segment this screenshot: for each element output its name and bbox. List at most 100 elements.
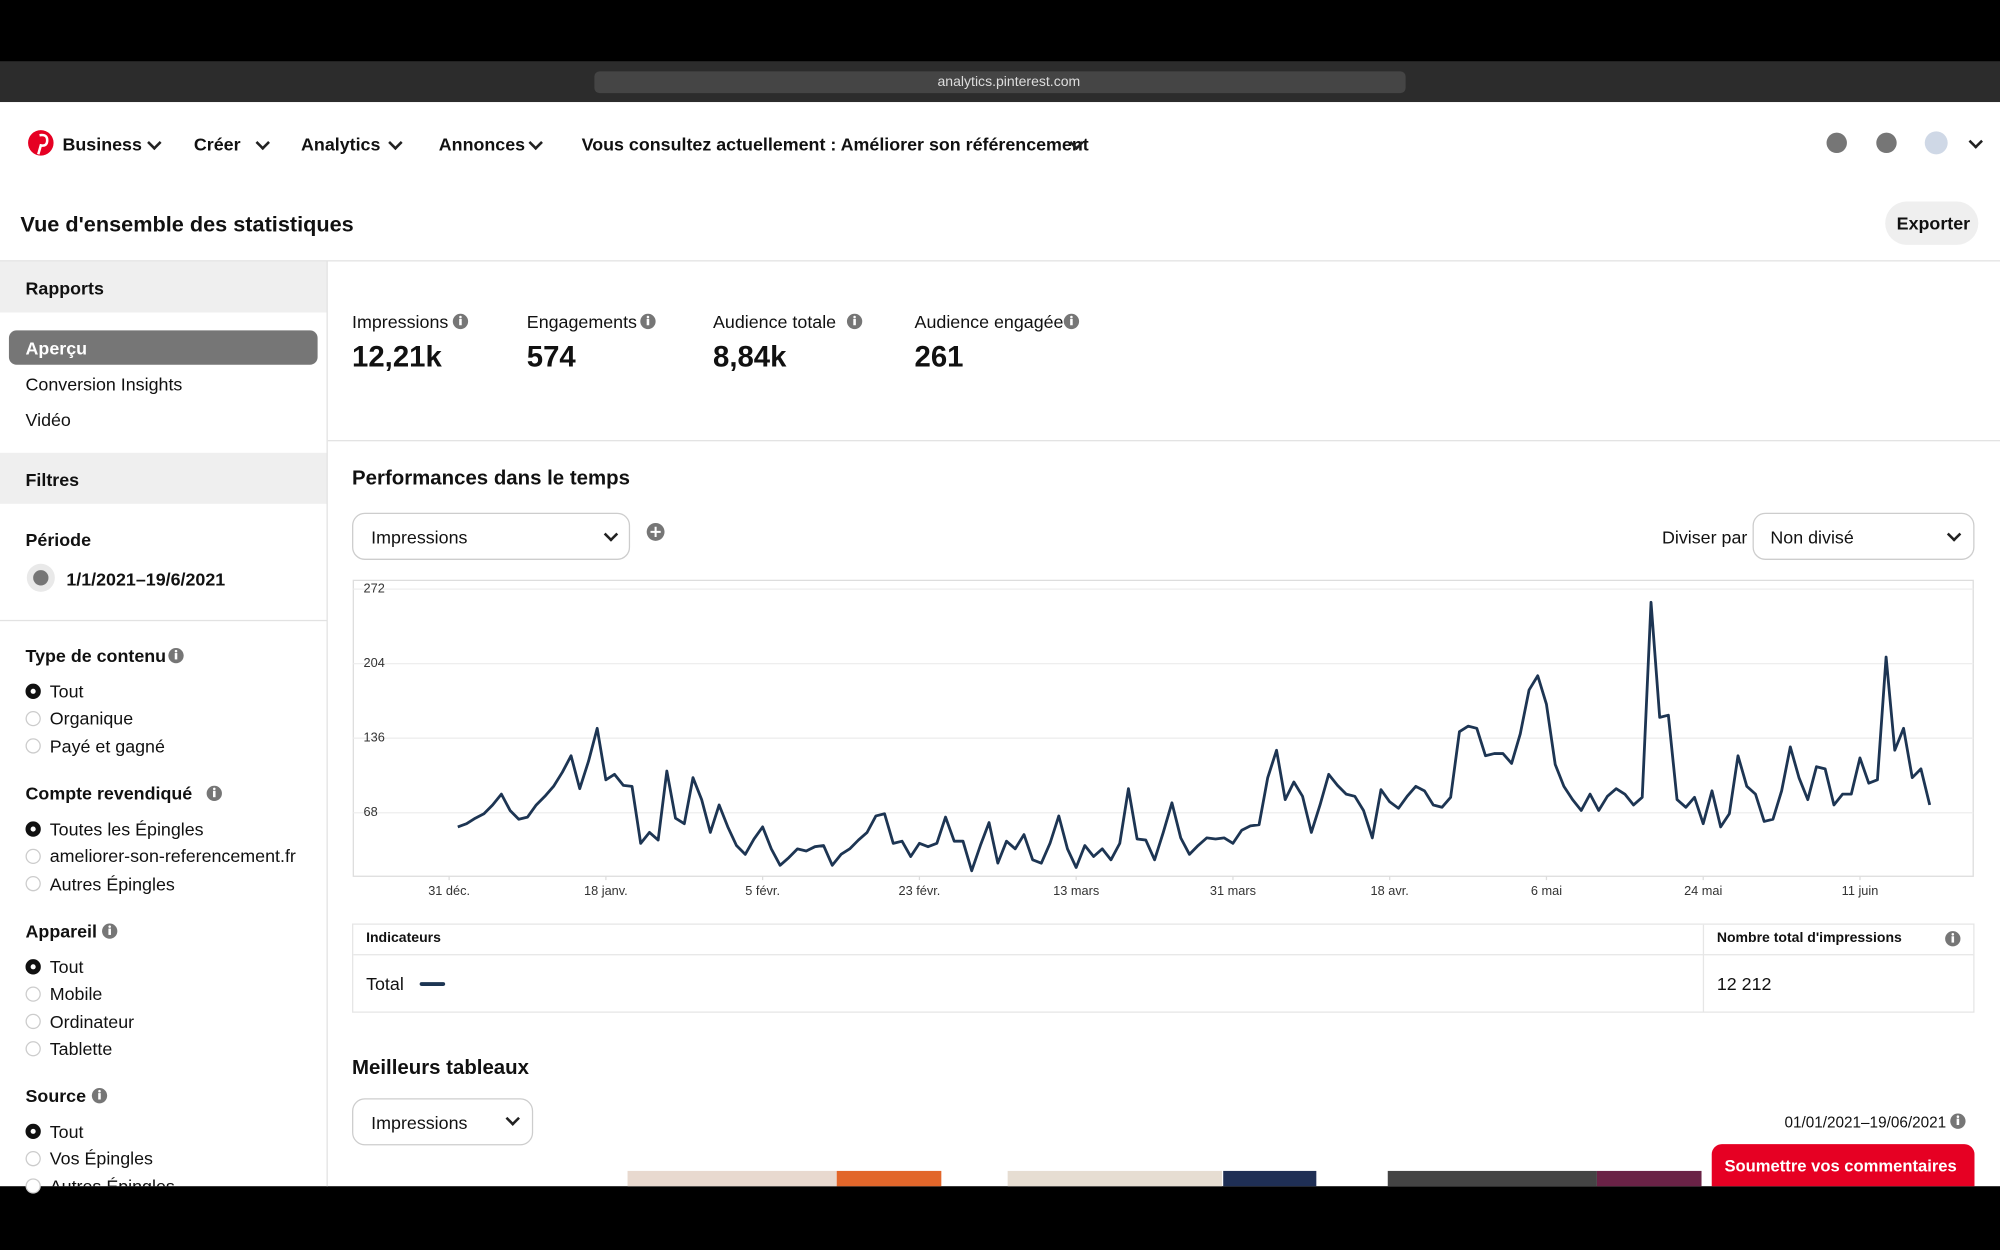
filter-title: Type de contenu bbox=[25, 645, 167, 666]
split-dropdown[interactable] bbox=[1752, 512, 1975, 560]
date-range: 01/01/2021–19/06/2021 bbox=[1784, 1113, 1947, 1132]
radio-option[interactable]: Mobile bbox=[49, 983, 103, 1005]
x-tick-label: 18 janv. bbox=[584, 883, 628, 898]
radio-option[interactable]: Vos Épingles bbox=[49, 1148, 154, 1169]
info-dot bbox=[1956, 1115, 1960, 1118]
radio-option[interactable]: Toutes les Épingles bbox=[49, 818, 204, 840]
board-thumbnail[interactable] bbox=[1596, 1170, 1702, 1187]
filter-title: Compte revendiqué bbox=[25, 783, 193, 804]
radio bbox=[25, 738, 41, 754]
board-thumbnail[interactable] bbox=[1387, 1170, 1597, 1187]
metric-dropdown[interactable] bbox=[352, 1098, 534, 1146]
radio-option[interactable]: Tout bbox=[49, 681, 84, 702]
sidebar-border bbox=[326, 261, 328, 1187]
export-button[interactable] bbox=[1885, 201, 1979, 245]
nav-item[interactable]: Annonces bbox=[438, 133, 526, 155]
info-glyph bbox=[1956, 1118, 1960, 1125]
stat-value: 574 bbox=[526, 339, 576, 374]
dropdown-value: Impressions bbox=[371, 526, 468, 548]
y-tick-label: 272 bbox=[364, 581, 385, 596]
board-thumbnail[interactable] bbox=[836, 1170, 942, 1187]
nav-item[interactable]: Vous consultez actuellement : Améliorer … bbox=[581, 133, 1089, 155]
row-value: 12 212 bbox=[1716, 973, 1772, 994]
feedback-button[interactable] bbox=[1711, 1144, 1975, 1187]
plot-frame bbox=[352, 579, 1974, 877]
info-dot bbox=[853, 315, 856, 319]
radio-option[interactable]: Autres Épingles bbox=[49, 1175, 175, 1187]
board-thumbnail[interactable] bbox=[1007, 1170, 1222, 1187]
y-tick-label: 136 bbox=[364, 730, 385, 745]
report-link[interactable]: Aperçu bbox=[25, 338, 88, 359]
dropdown-value: Impressions bbox=[371, 1112, 468, 1133]
divider bbox=[0, 619, 327, 622]
info-dot bbox=[174, 649, 178, 653]
x-tick-label: 23 févr. bbox=[898, 883, 940, 898]
export-label: Exporter bbox=[1896, 213, 1971, 234]
report-link[interactable]: Conversion Insights bbox=[25, 373, 183, 395]
x-tick-label: 18 avr. bbox=[1371, 883, 1409, 898]
radio bbox=[25, 710, 41, 727]
x-tick-label: 5 févr. bbox=[745, 883, 780, 898]
avatar bbox=[1924, 131, 1948, 155]
radio-option[interactable]: Payé et gagné bbox=[49, 735, 165, 757]
radio bbox=[25, 1178, 41, 1194]
radio-option[interactable]: Organique bbox=[49, 708, 134, 729]
section-header bbox=[0, 452, 327, 504]
radio bbox=[25, 1151, 41, 1167]
info-glyph bbox=[1070, 318, 1073, 326]
nav-item[interactable]: Analytics bbox=[301, 133, 381, 155]
filter-title: Source bbox=[25, 1085, 87, 1106]
filter-title: Appareil bbox=[25, 920, 97, 942]
info-glyph bbox=[1951, 936, 1955, 943]
radio-option[interactable]: Tout bbox=[49, 1121, 84, 1142]
radio-option[interactable]: Autres Épingles bbox=[49, 873, 175, 894]
section-title: Performances dans le temps bbox=[352, 468, 630, 490]
stat-label: Engagements bbox=[526, 311, 637, 332]
report-link[interactable]: Vidéo bbox=[25, 409, 71, 430]
legend-swatch bbox=[419, 982, 446, 986]
table-header: Indicateurs bbox=[366, 930, 441, 946]
board-thumbnail[interactable] bbox=[627, 1170, 837, 1187]
board-thumbnail[interactable] bbox=[1223, 1170, 1317, 1187]
nav-item[interactable]: Créer bbox=[193, 133, 241, 155]
page-title: Vue d'ensemble des statistiques bbox=[20, 212, 354, 237]
radio bbox=[25, 1041, 41, 1057]
radio-dot bbox=[30, 1128, 36, 1134]
radio bbox=[25, 1013, 41, 1030]
logo-glyph bbox=[37, 133, 49, 155]
nav-item[interactable]: Business bbox=[62, 133, 142, 155]
radio bbox=[25, 876, 41, 892]
stat-label: Impressions bbox=[352, 311, 449, 332]
radio-option[interactable]: ameliorer-son-referencement.fr bbox=[49, 846, 296, 867]
info-dot bbox=[1951, 933, 1955, 936]
radio-dot bbox=[30, 826, 36, 832]
url-field[interactable] bbox=[594, 71, 1406, 94]
table-divider bbox=[353, 954, 1974, 956]
info-glyph bbox=[459, 318, 462, 326]
line bbox=[457, 600, 1932, 873]
y-tick-label: 68 bbox=[364, 804, 378, 819]
period-value[interactable]: 1/1/2021–19/6/2021 bbox=[66, 568, 226, 590]
row-label: Total bbox=[366, 973, 404, 994]
info-glyph bbox=[108, 928, 111, 935]
x-tick-label: 31 déc. bbox=[428, 883, 470, 898]
metric-dropdown[interactable] bbox=[352, 512, 631, 560]
info-dot bbox=[98, 1089, 101, 1093]
info-glyph bbox=[646, 318, 650, 326]
x-tick-label: 11 juin bbox=[1842, 883, 1879, 898]
info-dot bbox=[108, 925, 111, 928]
stat-label: Audience totale bbox=[713, 311, 837, 332]
notifications-icon bbox=[1826, 132, 1847, 154]
radio-option[interactable]: Tout bbox=[49, 956, 84, 978]
url: analytics.pinterest.com bbox=[937, 74, 1081, 90]
table-divider bbox=[1702, 924, 1705, 1012]
radio-option[interactable]: Tablette bbox=[49, 1038, 113, 1059]
section-header bbox=[0, 261, 327, 313]
y-tick-label: 204 bbox=[364, 655, 385, 670]
messages-icon bbox=[1876, 132, 1897, 154]
radio-option[interactable]: Ordinateur bbox=[49, 1011, 135, 1032]
dropdown-value: Non divisé bbox=[1770, 526, 1854, 548]
divider bbox=[0, 260, 2000, 262]
